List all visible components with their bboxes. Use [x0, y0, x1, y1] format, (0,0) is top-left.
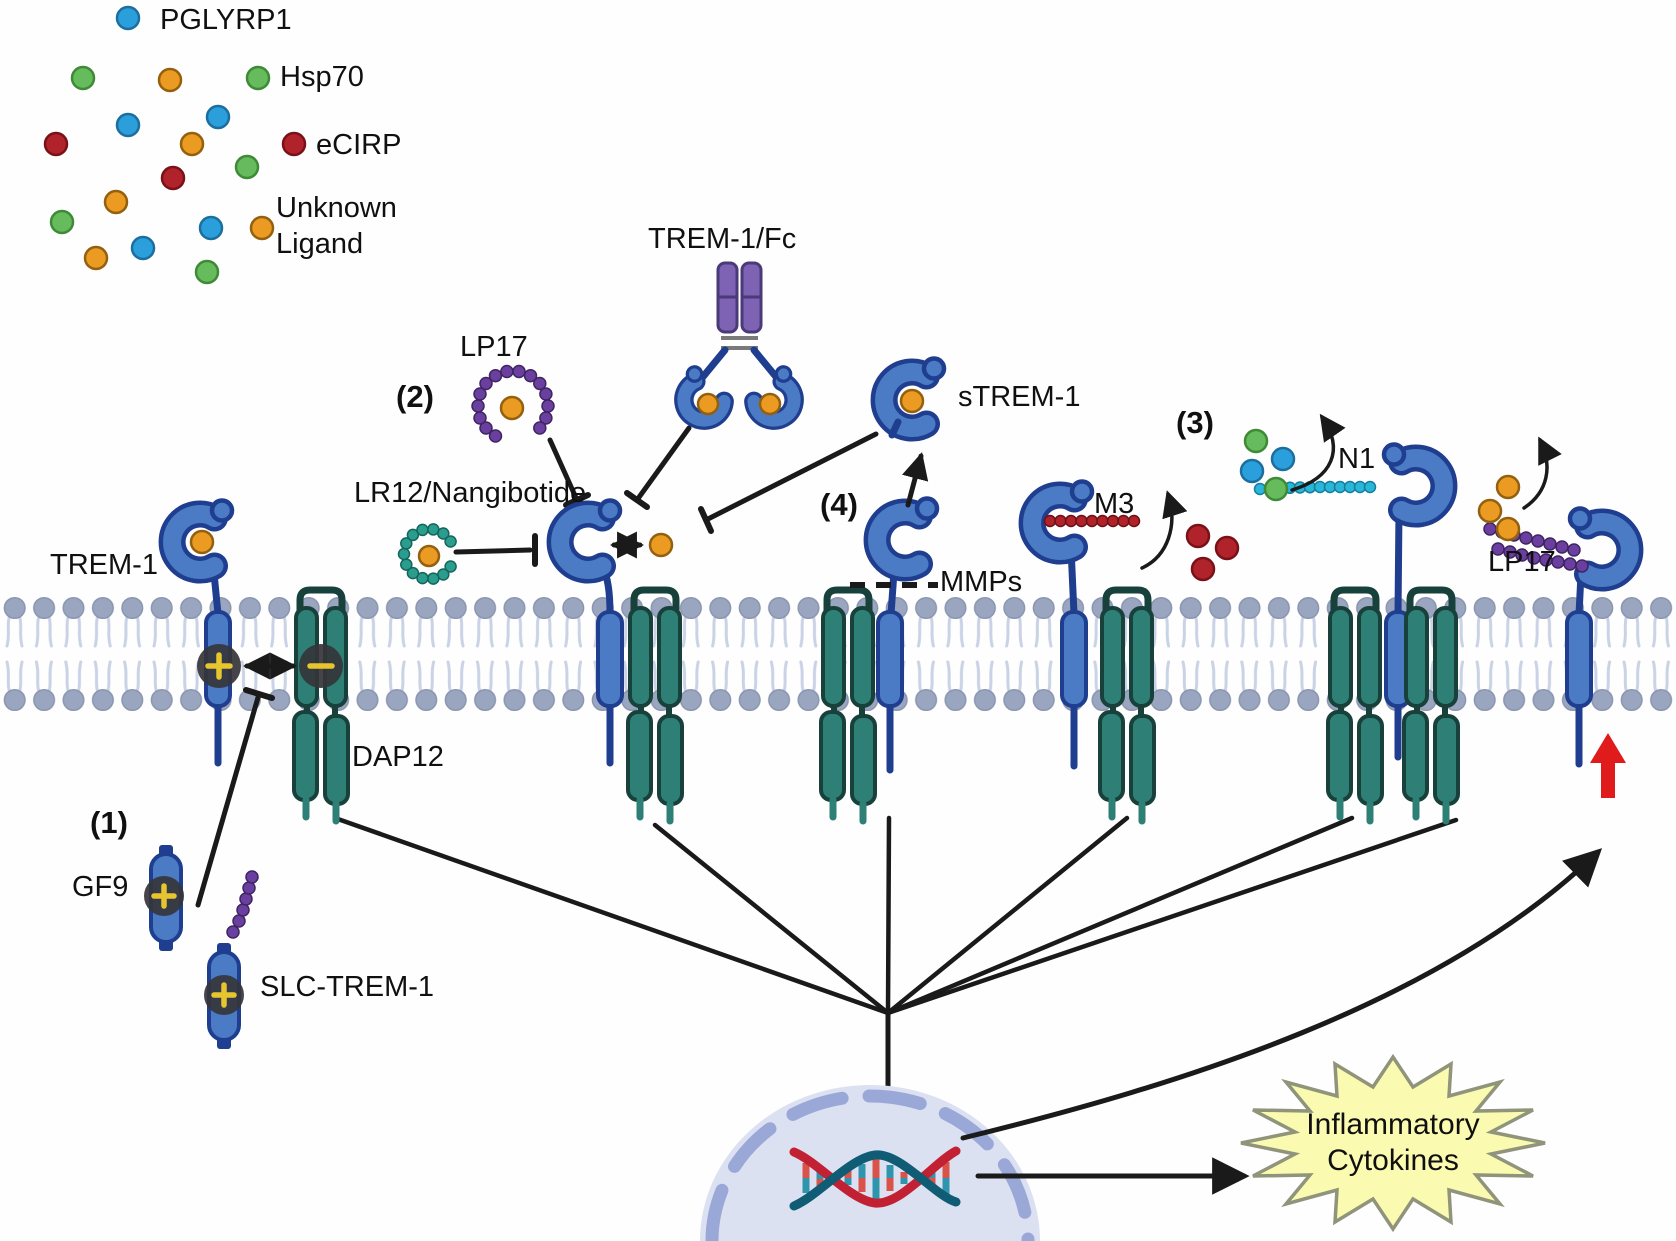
label-step3: (3)	[1176, 405, 1214, 440]
legend-label-unknown-ligand: Unknown Ligand	[276, 192, 397, 261]
free-ligand	[648, 532, 674, 558]
label-strem1: sTREM-1	[958, 381, 1081, 413]
gf9-inhibition-line	[195, 687, 275, 908]
increased-signal-arrow	[1590, 733, 1626, 798]
slc-trem1-molecule	[204, 870, 259, 1049]
label-trem1-fc: TREM-1/Fc	[648, 223, 797, 255]
label-n1: N1	[1338, 443, 1376, 475]
legend-label-ecirp: eCIRP	[316, 129, 402, 161]
m3-peptide	[1043, 514, 1141, 528]
ligand-escape-arrow	[1522, 436, 1562, 510]
lp17-peptide	[471, 364, 555, 443]
ligand-molecules	[43, 5, 307, 285]
label-dap12: DAP12	[352, 741, 444, 773]
dna-helix	[789, 1146, 961, 1211]
nucleus	[700, 1085, 1040, 1241]
label-step4: (4)	[820, 487, 858, 522]
legend-label-pglyrp1: PGLYRP1	[160, 4, 292, 36]
shedding-arrow	[902, 452, 929, 508]
hsp70-legend-dot	[245, 65, 271, 91]
signal-convergence-lines	[332, 815, 1459, 1130]
inflammatory-cytokines-label: Inflammatory Cytokines	[1306, 1108, 1480, 1177]
ecirp-release-arrow	[1140, 490, 1188, 570]
label-step2: (2)	[396, 379, 434, 414]
label-gf9: GF9	[72, 871, 129, 903]
pglyrp1-legend-dot	[115, 5, 141, 31]
ligand-binding-complex	[560, 501, 682, 822]
upregulation-curve-arrow	[960, 848, 1603, 1141]
ligand-release-arrow	[1290, 413, 1346, 492]
inhibition-lines	[453, 425, 879, 567]
legend-label-hsp70: Hsp70	[280, 61, 364, 93]
gf9-molecule	[144, 845, 184, 951]
trem1-dap12-complex	[172, 501, 348, 822]
label-lr12-nangibotide: LR12/Nangibotide	[354, 477, 587, 509]
mmp-cleavage-complex	[821, 359, 944, 822]
bound-ligand	[189, 529, 215, 555]
label-trem1: TREM-1	[50, 549, 158, 581]
label-step1: (1)	[90, 805, 128, 840]
label-mmps: MMPs	[940, 566, 1023, 598]
lp17-blocked-complex	[1404, 436, 1630, 821]
lr12-peptide	[397, 523, 457, 585]
label-lp17-right: LP17	[1488, 546, 1556, 578]
ecirp-legend-dot	[281, 131, 307, 157]
inflammatory-cytokines-starburst	[1240, 1053, 1546, 1233]
unknown-ligand-legend-dot	[249, 215, 275, 241]
label-m3: M3	[1094, 488, 1135, 520]
label-slc-trem1: SLC-TREM-1	[260, 971, 435, 1003]
label-lp17-top: LP17	[460, 331, 528, 363]
trem1-fc-molecule	[668, 261, 810, 428]
m3-complex	[1032, 482, 1240, 822]
